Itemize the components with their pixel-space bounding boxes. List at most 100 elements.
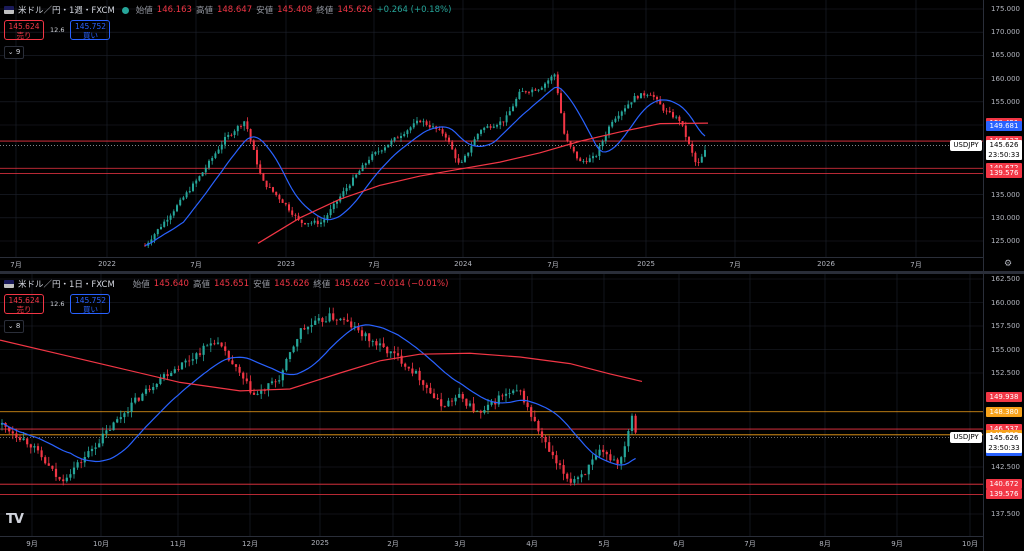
candle-body <box>224 136 226 145</box>
candle-body <box>152 387 155 391</box>
candle-body <box>144 388 148 394</box>
low-label: 安値 <box>253 280 271 290</box>
gear-icon[interactable]: ⚙ <box>1004 259 1013 269</box>
candle-body <box>476 133 479 140</box>
candle-body <box>656 96 658 100</box>
candle-body <box>368 333 371 342</box>
candle-body <box>29 444 32 448</box>
candle-body <box>387 144 390 148</box>
candle-body <box>512 106 514 112</box>
candle-body <box>259 164 262 174</box>
price-tick: 125.000 <box>991 237 1020 245</box>
indicators-toggle-button[interactable]: ⌄ 9 <box>4 46 24 59</box>
sell-button[interactable]: 145.624 売り <box>4 294 44 314</box>
time-tick: 7月 <box>729 261 741 269</box>
candle-body <box>33 446 36 448</box>
candle-body <box>454 397 457 402</box>
high-value: 148.647 <box>216 5 253 15</box>
daily-symbol-title[interactable]: 米ドル／円・1日・FXCM <box>18 280 115 290</box>
candle-body <box>346 319 349 322</box>
candle-body <box>0 422 4 425</box>
candle-body <box>15 433 18 438</box>
candle-body <box>227 350 230 361</box>
candle-body <box>636 96 639 99</box>
pane-divider[interactable] <box>0 271 1024 274</box>
candle-body <box>512 390 515 394</box>
candle-body <box>461 394 464 399</box>
candle-body <box>522 390 526 403</box>
daily-price-axis[interactable]: 162.500 160.000 157.500 155.000 152.500 142.5… <box>983 274 1024 551</box>
candle-body <box>123 413 126 418</box>
candle-body <box>537 89 540 91</box>
price-level-label[interactable]: 149.938 <box>986 392 1022 403</box>
candle-body <box>515 390 518 392</box>
candle-body <box>288 204 290 211</box>
candle-body <box>450 400 454 402</box>
price-tick: 165.000 <box>991 51 1020 60</box>
candle-body <box>489 126 492 128</box>
candle-body <box>558 463 562 466</box>
buy-button[interactable]: 145.752 買い <box>70 294 111 314</box>
weekly-chart-pane[interactable]: 米ドル／円・1週・FXCM 始値 146.163 高値 148.647 安値 145.… <box>0 0 1024 271</box>
candle-body <box>579 158 582 162</box>
time-tick: 7月 <box>10 261 22 269</box>
candle-body <box>246 121 249 130</box>
candle-body <box>364 333 367 337</box>
candle-body <box>245 378 248 382</box>
candle-body <box>584 474 587 476</box>
usdjpy-flag-icon <box>4 6 14 14</box>
candle-body <box>192 183 194 192</box>
candle-body <box>492 126 495 128</box>
price-level-label[interactable]: 140.672 <box>986 163 1022 174</box>
weekly-symbol-title[interactable]: 米ドル／円・1週・FXCM <box>18 6 115 16</box>
time-tick: 9月 <box>26 540 38 548</box>
daily-chart-pane[interactable]: 米ドル／円・1日・FXCM 始値 145.640 高値 145.651 安値 145.… <box>0 274 1024 551</box>
candle-body <box>126 411 130 414</box>
candle-body <box>544 83 546 88</box>
candle-body <box>371 154 374 160</box>
candle-body <box>460 161 463 163</box>
candle-body <box>321 318 324 322</box>
daily-time-axis[interactable]: 9月 10月 11月 12月 2025 2月 3月 4月 5月 6月 7月 8月 9月 10月 <box>0 536 984 551</box>
sell-price: 145.624 <box>8 296 40 305</box>
candle-body <box>233 131 236 135</box>
candle-body <box>260 390 263 394</box>
price-level-label[interactable]: 149.681 <box>986 121 1022 132</box>
price-level-label[interactable]: 146.537 <box>986 424 1022 435</box>
time-tick: 2025 <box>311 539 329 547</box>
candle-body <box>213 343 216 345</box>
candle-body <box>62 479 65 482</box>
candle-body <box>501 395 504 397</box>
candle-body <box>614 118 617 122</box>
price-level-label[interactable]: 139.576 <box>986 489 1022 500</box>
tradingview-logo[interactable]: TV <box>6 512 24 527</box>
weekly-chart-canvas[interactable] <box>0 0 984 257</box>
candle-body <box>51 465 54 469</box>
candle-body <box>252 392 256 395</box>
candle-body <box>265 180 268 188</box>
candle-body <box>272 187 274 192</box>
indicators-toggle-button[interactable]: ⌄ 8 <box>4 320 24 333</box>
candle-body <box>465 398 468 406</box>
candle-body <box>173 369 176 373</box>
candle-body <box>211 157 214 161</box>
daily-chart-canvas[interactable] <box>0 274 984 536</box>
price-level-label[interactable]: 139.576 <box>986 168 1022 179</box>
candle-body <box>609 454 612 461</box>
price-tick: 160.000 <box>991 74 1020 83</box>
weekly-time-axis[interactable]: 7月 2022 7月 2023 7月 2024 7月 2025 7月 2026 7月 <box>0 257 984 271</box>
candle-body <box>220 342 223 347</box>
price-level-label[interactable]: 148.380 <box>986 406 1022 417</box>
candle-body <box>601 141 604 147</box>
buy-button[interactable]: 145.752 買い <box>70 20 111 40</box>
candle-body <box>18 437 22 441</box>
candle-body <box>476 410 479 412</box>
sell-button[interactable]: 145.624 売り <box>4 20 44 40</box>
candle-body <box>580 474 583 478</box>
candle-body <box>179 199 182 206</box>
candle-body <box>592 156 594 159</box>
price-level-label[interactable]: 140.672 <box>986 479 1022 490</box>
high-label: 高値 <box>195 6 213 16</box>
candle-body <box>602 449 605 452</box>
candle-body <box>419 120 422 123</box>
